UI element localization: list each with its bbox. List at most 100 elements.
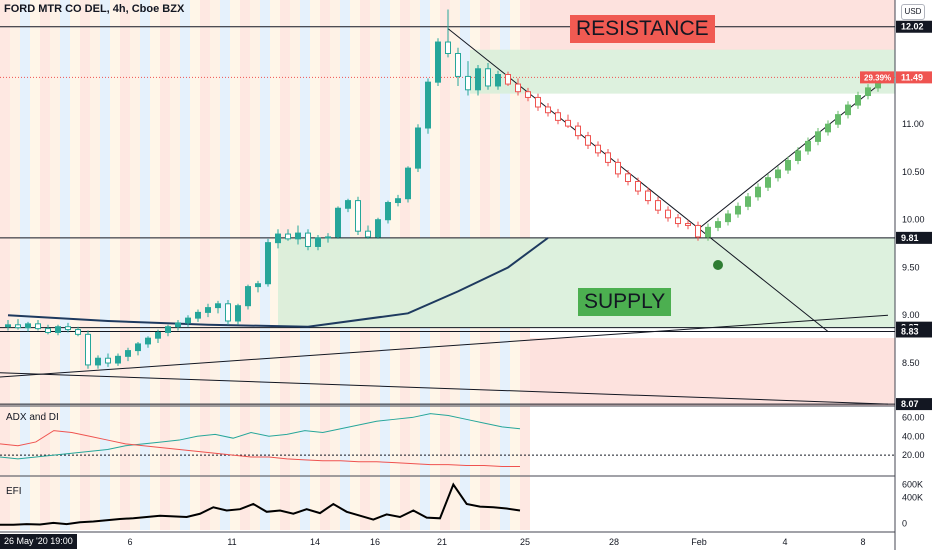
candle-body xyxy=(465,75,471,91)
price-level-badge xyxy=(896,325,932,338)
session-band xyxy=(60,0,70,530)
price-level-label: 8.83 xyxy=(901,326,919,336)
candle-body xyxy=(535,96,541,108)
session-band xyxy=(90,0,100,530)
session-band xyxy=(170,0,180,530)
candle-body xyxy=(65,326,71,331)
session-band xyxy=(130,0,140,530)
session-band xyxy=(160,0,170,530)
candle-body xyxy=(645,190,651,202)
session-band xyxy=(40,0,50,530)
time-tick-label: Feb xyxy=(691,537,707,547)
price-level-badge xyxy=(896,20,932,33)
moving-average-line xyxy=(7,237,549,328)
candle-body xyxy=(395,198,401,204)
efi-tick-label: 0 xyxy=(902,519,907,529)
session-band xyxy=(50,0,60,530)
panes-grid xyxy=(0,0,896,550)
lower-background xyxy=(530,338,895,406)
time-tick-label: 11 xyxy=(227,537,236,547)
candle-body xyxy=(405,167,411,200)
candle-body xyxy=(15,324,21,329)
price-pane xyxy=(0,9,895,405)
current-price-badge xyxy=(896,71,932,84)
candle-body xyxy=(585,135,591,146)
candle-body xyxy=(605,152,611,163)
session-band xyxy=(110,0,120,530)
candle-body xyxy=(125,350,131,357)
candle-body xyxy=(305,232,311,247)
candle-body xyxy=(355,200,361,232)
price-tick-label: 8.50 xyxy=(902,358,920,368)
candle-body xyxy=(525,91,531,98)
session-band xyxy=(120,0,130,530)
candle-body xyxy=(725,213,731,223)
candle-body xyxy=(415,127,421,169)
candle-body xyxy=(555,112,561,121)
session-band xyxy=(100,0,110,530)
session-band xyxy=(190,0,200,530)
candle-body xyxy=(665,209,671,219)
percent-label: 29.39% xyxy=(864,73,891,82)
candle-body xyxy=(55,326,61,333)
candle-body xyxy=(115,355,121,364)
adx-pane-title: ADX and DI xyxy=(6,412,59,423)
symbol-title[interactable]: FORD MTR CO DEL, 4h, Cboe BZX xyxy=(4,3,185,15)
time-tick-label: 8 xyxy=(860,537,865,547)
price-tick-label: 10.50 xyxy=(902,167,925,177)
candle-body xyxy=(385,202,391,221)
price-level-label: 9.81 xyxy=(901,233,919,243)
candle-body xyxy=(625,173,631,183)
session-band xyxy=(250,0,260,530)
candle-body xyxy=(455,52,461,77)
candle-body xyxy=(845,104,851,116)
price-tick-label: 9.00 xyxy=(902,310,920,320)
adx-tick-label: 60.00 xyxy=(902,412,925,422)
adx-pane xyxy=(0,413,895,467)
candle-body xyxy=(335,207,341,238)
price-level-label: 12.02 xyxy=(901,22,924,32)
price-tick-label: 11.00 xyxy=(902,119,924,129)
candle-body xyxy=(785,159,791,171)
candle-body xyxy=(145,337,151,345)
candle-body xyxy=(215,303,221,309)
session-band xyxy=(220,0,230,530)
candle-body xyxy=(435,41,441,83)
zone-resistance xyxy=(470,49,895,94)
candle-body xyxy=(255,283,261,288)
candle-body xyxy=(425,81,431,129)
candle-body xyxy=(345,200,351,209)
candle-body xyxy=(735,205,741,215)
candle-body xyxy=(655,200,661,211)
candle-body xyxy=(135,343,141,352)
price-axis: 8.509.009.5010.0010.5011.0011.5020.0040.… xyxy=(127,20,932,547)
candle-body xyxy=(575,125,581,137)
candle-body xyxy=(765,177,771,188)
price-level-badge xyxy=(896,398,932,411)
currency-button[interactable]: USD xyxy=(901,4,925,20)
time-tick-label: 6 xyxy=(127,537,132,547)
candle-body xyxy=(815,131,821,142)
candle-body xyxy=(165,326,171,333)
adx-series-line xyxy=(0,413,521,460)
price-level-badge xyxy=(896,231,932,244)
candle-body xyxy=(75,329,81,335)
candle-body xyxy=(715,221,721,228)
candle-body xyxy=(35,323,41,330)
supply-label: SUPPLY xyxy=(578,288,672,316)
efi-tick-label: 600K xyxy=(902,480,923,490)
candle-body xyxy=(155,331,161,339)
cursor-date-label: 26 May '20 19:00 xyxy=(0,534,77,549)
candle-body xyxy=(635,181,641,192)
candle-body xyxy=(295,232,301,240)
candle-body xyxy=(225,303,231,322)
candle-body xyxy=(325,236,331,239)
candle-body xyxy=(185,317,191,324)
candle-body xyxy=(45,328,51,333)
candle-body xyxy=(485,68,491,87)
time-tick-label: 28 xyxy=(609,537,619,547)
candle-body xyxy=(5,324,11,328)
candle-body xyxy=(445,41,451,54)
candle-body xyxy=(825,123,831,133)
